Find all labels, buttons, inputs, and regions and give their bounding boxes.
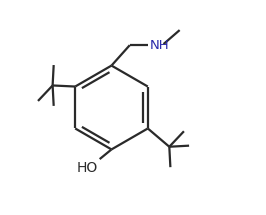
Text: HO: HO	[76, 161, 98, 175]
Text: NH: NH	[150, 39, 170, 52]
